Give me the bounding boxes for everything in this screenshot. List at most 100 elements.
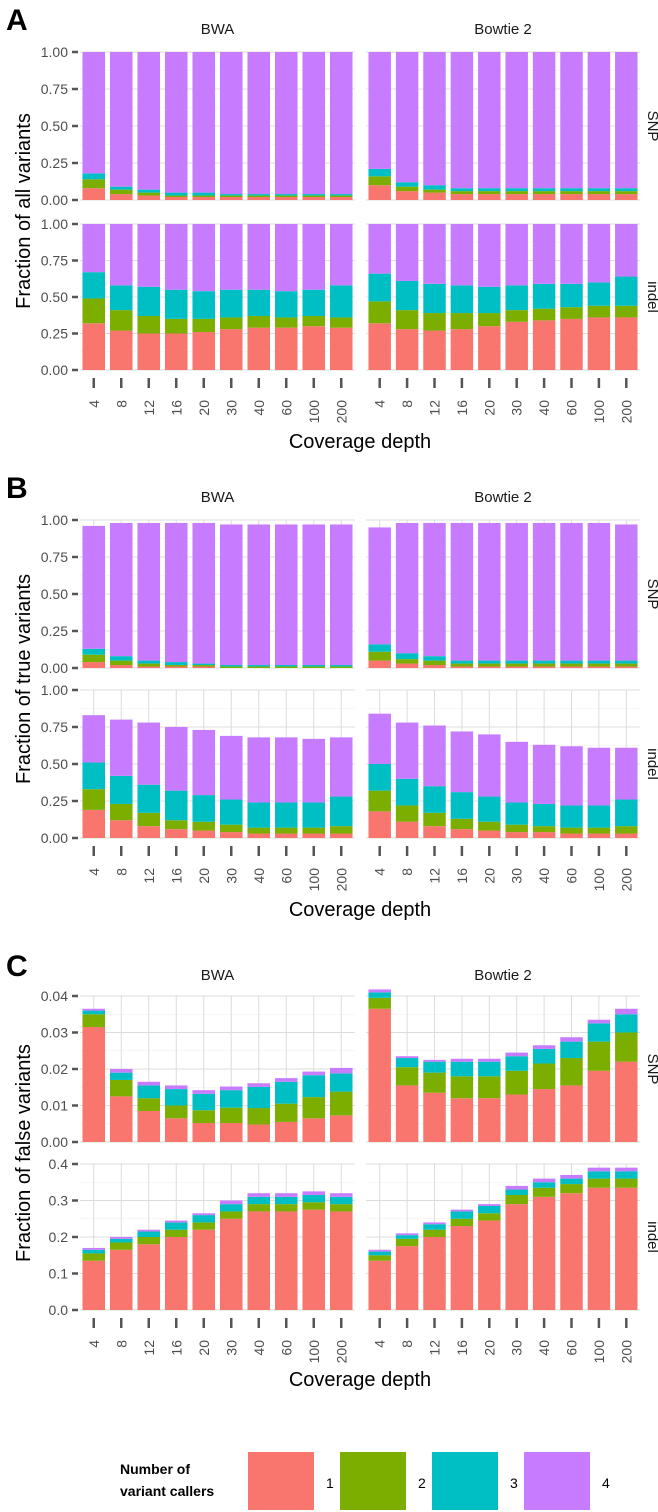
bar-segment xyxy=(192,1215,216,1223)
bar-segment xyxy=(302,1209,326,1310)
bar-segment xyxy=(560,805,583,828)
bar-segment xyxy=(368,764,391,791)
bar-segment xyxy=(615,317,638,370)
bar-segment xyxy=(532,320,556,370)
bar-segment xyxy=(164,195,188,198)
bar-segment xyxy=(395,1085,419,1142)
bar-segment xyxy=(505,188,528,192)
bar-segment xyxy=(219,524,243,666)
bar-segment xyxy=(109,1079,133,1097)
bar-segment xyxy=(450,285,474,314)
bar-segment xyxy=(587,317,611,370)
bar-segment xyxy=(192,197,216,200)
bar-segment xyxy=(450,660,474,664)
bar-segment xyxy=(423,1224,446,1230)
bar-segment xyxy=(247,802,271,828)
x-tick-label: 4 xyxy=(86,1340,102,1348)
bar-segment xyxy=(164,333,188,370)
bar-segment xyxy=(532,1089,556,1142)
bar-segment xyxy=(109,820,133,838)
legend-swatch xyxy=(340,1452,406,1510)
bar-segment xyxy=(560,1037,583,1042)
bar-segment xyxy=(505,1195,528,1205)
x-tick-label: 4 xyxy=(86,400,102,408)
bar-segment xyxy=(274,1078,298,1082)
bar-segment xyxy=(247,224,271,290)
bar-segment xyxy=(560,1085,583,1142)
bar-segment xyxy=(505,666,528,668)
bar-segment xyxy=(532,522,556,661)
y-tick-label: 0.3 xyxy=(49,1193,69,1209)
y-tick-label: 1.00 xyxy=(41,682,68,698)
bar-segment xyxy=(164,820,188,830)
bar-segment xyxy=(478,1220,501,1310)
bar-segment xyxy=(329,666,353,668)
bar-segment xyxy=(192,821,216,831)
x-tick-label: 60 xyxy=(564,400,580,416)
bar-segment xyxy=(423,52,446,186)
bar-segment xyxy=(423,1059,446,1062)
bar-segment xyxy=(450,829,474,838)
bar-segment xyxy=(423,185,446,190)
bar-segment xyxy=(274,665,298,667)
x-tick-label: 30 xyxy=(223,1340,239,1356)
bar-segment xyxy=(368,644,391,652)
bar-segment xyxy=(137,52,161,190)
bar-segment xyxy=(164,1229,188,1237)
x-tick-label: 8 xyxy=(399,868,415,876)
panel-letter-c: C xyxy=(6,950,28,983)
bar-segment xyxy=(395,722,419,779)
bar-segment xyxy=(395,659,419,664)
y-tick-label: 1.00 xyxy=(41,216,68,232)
bar-segment xyxy=(329,317,353,328)
bar-segment xyxy=(274,1193,298,1197)
bar-segment xyxy=(274,1204,298,1212)
bar-segment xyxy=(164,790,188,821)
bar-segment xyxy=(247,1124,271,1142)
bar-segment xyxy=(82,1253,106,1261)
bar-segment xyxy=(615,188,638,192)
y-tick-label: 0.50 xyxy=(41,756,68,772)
bar-segment xyxy=(478,191,501,195)
bar-segment xyxy=(505,310,528,322)
bar-segment xyxy=(274,802,298,828)
bar-segment xyxy=(219,824,243,833)
bar-segment xyxy=(532,308,556,321)
bar-segment xyxy=(423,224,446,284)
bar-segment xyxy=(368,301,391,324)
bar-segment xyxy=(302,194,326,196)
bar-segment xyxy=(82,662,106,668)
bar-segment xyxy=(560,1184,583,1194)
bar-segment xyxy=(450,1218,474,1227)
x-tick-label: 8 xyxy=(399,400,415,408)
bar-segment xyxy=(329,1193,353,1197)
bar-segment xyxy=(423,812,446,827)
bar-segment xyxy=(302,1195,326,1203)
bar-segment xyxy=(329,737,353,797)
bar-segment xyxy=(560,1178,583,1185)
bar-segment xyxy=(532,660,556,664)
bar-segment xyxy=(219,832,243,838)
panel-letter-b: B xyxy=(6,472,28,505)
bar-segment xyxy=(247,195,271,198)
bar-segment xyxy=(615,191,638,195)
bar-segment xyxy=(302,827,326,834)
y-tick-label: 0.25 xyxy=(41,326,68,342)
x-tick-label: 200 xyxy=(618,400,634,424)
bar-segment xyxy=(478,796,501,822)
y-tick-label: 0.00 xyxy=(41,830,68,846)
bar-segment xyxy=(82,1260,106,1310)
bar-segment xyxy=(560,307,583,319)
facet-column-label: Bowtie 2 xyxy=(474,489,532,506)
bar-segment xyxy=(560,194,583,200)
bar-segment xyxy=(164,1222,188,1230)
bar-segment xyxy=(395,778,419,806)
bar-segment xyxy=(329,1204,353,1212)
bar-segment xyxy=(395,224,419,281)
bar-segment xyxy=(423,786,446,813)
bar-segment xyxy=(329,1196,353,1205)
x-tick-label: 200 xyxy=(618,868,634,892)
bar-segment xyxy=(587,1167,611,1172)
y-tick-label: 0.75 xyxy=(41,253,68,269)
bar-segment xyxy=(192,522,216,664)
